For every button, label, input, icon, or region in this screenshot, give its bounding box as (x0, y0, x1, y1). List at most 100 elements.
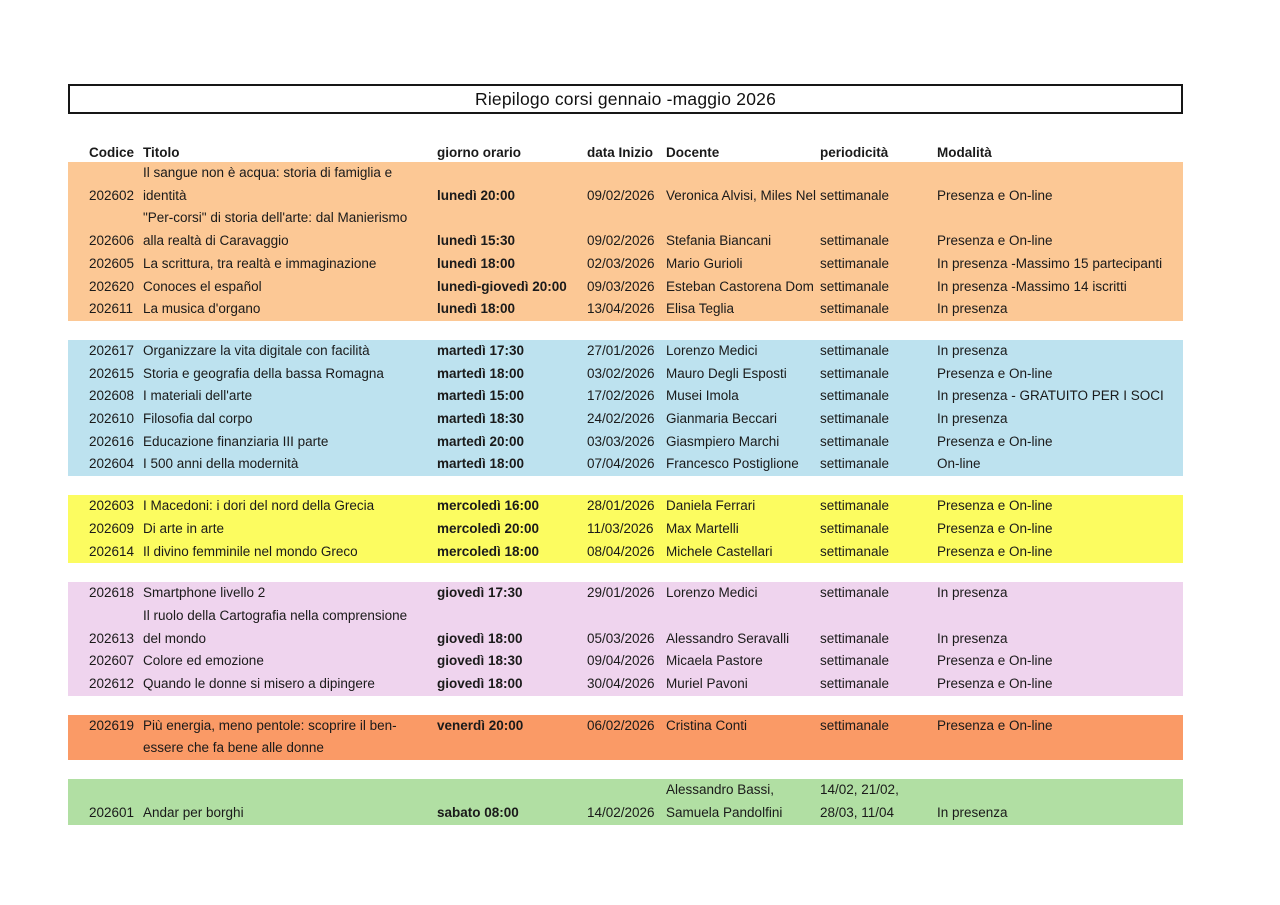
table-row: 202619 Più energia, meno pentole: scoprir… (68, 715, 1183, 738)
cell-data: 03/03/2026 (587, 433, 655, 449)
cell-modalita: Presenza e On-line (937, 365, 1053, 381)
cell-data (587, 605, 666, 628)
table-row: 202615 Storia e geografia della bassa Rom… (68, 363, 1183, 386)
cell-data: 24/02/2026 (587, 411, 655, 427)
table-row: 202618 Smartphone livello 2 giovedì 17:30 2… (68, 582, 1183, 605)
cell-periodicita: settimanale (820, 388, 890, 404)
cell-giorno: mercoledì 18:00 (437, 543, 540, 559)
cell-modalita: In presenza (937, 342, 1008, 358)
cell-modalita: Presenza e On-line (937, 717, 1053, 733)
cell-titolo: identità (143, 187, 187, 203)
cell-data: 27/01/2026 (587, 342, 655, 358)
table-row: Il sangue non è acqua: storia di famigli… (68, 162, 1183, 185)
cell-modalita (937, 779, 1183, 802)
cell-giorno: lunedì 15:30 (437, 233, 516, 249)
table-row: 202612 Quando le donne si misero a diping… (68, 673, 1183, 696)
cell-modalita: In presenza (937, 301, 1008, 317)
table-row: 202613 del mondo giovedì 18:00 05/03/2026 Al… (68, 628, 1183, 651)
cell-data (587, 162, 666, 185)
cell-titolo: "Per-corsi" di storia dell'arte: dal Man… (143, 210, 408, 226)
cell-modalita (937, 605, 1183, 628)
cell-giorno (437, 207, 587, 230)
cell-giorno: lunedì-giovedì 20:00 (437, 278, 567, 294)
cell-periodicita (820, 605, 937, 628)
cell-periodicita: settimanale (820, 342, 890, 358)
cell-codice: 202608 (89, 388, 135, 404)
cell-modalita: Presenza e On-line (937, 676, 1053, 692)
cell-periodicita: settimanale (820, 433, 890, 449)
cell-periodicita: settimanale (820, 717, 890, 733)
cell-codice: 202604 (89, 456, 135, 472)
cell-modalita: In presenza (937, 585, 1008, 601)
cell-codice: 202610 (89, 411, 135, 427)
cell-docente (666, 162, 820, 185)
cell-giorno: martedì 18:00 (437, 456, 525, 472)
table-row: Il ruolo della Cartografia nella compren… (68, 605, 1183, 628)
cell-periodicita (820, 737, 937, 760)
cell-data: 11/03/2026 (587, 520, 654, 536)
cell-titolo (143, 779, 437, 802)
cell-titolo: Il divino femminile nel mondo Greco (143, 543, 358, 559)
cell-codice (68, 737, 143, 760)
table-row: 202620 Conoces el español lunedì-giovedì 2… (68, 276, 1183, 299)
cell-titolo: Il ruolo della Cartografia nella compren… (143, 607, 408, 623)
cell-docente: Max Martelli (666, 520, 739, 536)
cell-titolo: Di arte in arte (143, 520, 225, 536)
cell-giorno: martedì 17:30 (437, 342, 525, 358)
cell-data: 30/04/2026 (587, 676, 655, 692)
table-row: 202611 La musica d'organo lunedì 18:00 13/0… (68, 298, 1183, 321)
cell-codice: 202612 (89, 676, 135, 692)
cell-data: 09/03/2026 (587, 278, 655, 294)
cell-codice: 202615 (89, 365, 135, 381)
cell-codice: 202611 (89, 301, 134, 317)
cell-giorno: mercoledì 20:00 (437, 520, 540, 536)
cell-periodicita: settimanale (820, 301, 890, 317)
table-row: 202607 Colore ed emozione giovedì 18:30 09/… (68, 650, 1183, 673)
cell-titolo: Storia e geografia della bassa Romagna (143, 365, 384, 381)
column-header-codice: Codice (89, 145, 135, 160)
column-header-data-inizio: data Inizio (587, 145, 654, 160)
cell-periodicita: 14/02, 21/02, (820, 782, 899, 798)
cell-codice (68, 162, 143, 185)
cell-codice: 202609 (89, 520, 135, 536)
table-row: 202614 Il divino femminile nel mondo Grec… (68, 541, 1183, 564)
cell-giorno (437, 605, 587, 628)
cell-titolo: Smartphone livello 2 (143, 585, 266, 601)
cell-titolo: I materiali dell'arte (143, 388, 253, 404)
cell-periodicita: settimanale (820, 543, 890, 559)
cell-docente: Veronica Alvisi, Miles Nel (666, 187, 817, 203)
cell-docente (666, 737, 820, 760)
cell-periodicita: settimanale (820, 187, 890, 203)
course-group-sabato: Alessandro Bassi, 14/02, 21/02, 202601 Anda… (68, 779, 1183, 825)
cell-giorno: mercoledì 16:00 (437, 498, 540, 514)
cell-data: 09/02/2026 (587, 187, 655, 203)
cell-data: 28/01/2026 (587, 498, 655, 514)
cell-data: 07/04/2026 (587, 456, 655, 472)
cell-docente: Giasmpiero Marchi (666, 433, 780, 449)
cell-docente: Mario Gurioli (666, 255, 743, 271)
cell-periodicita: 28/03, 11/04 (820, 804, 895, 820)
cell-giorno: giovedì 18:00 (437, 676, 523, 692)
table-row: 202601 Andar per borghi sabato 08:00 14/02/… (68, 802, 1183, 825)
cell-titolo: La musica d'organo (143, 301, 261, 317)
table-row: Alessandro Bassi, 14/02, 21/02, (68, 779, 1183, 802)
cell-titolo: Il sangue non è acqua: storia di famigli… (143, 165, 393, 180)
table-row: 202609 Di arte in arte mercoledì 20:00 11/0… (68, 518, 1183, 541)
table-row: 202604 I 500 anni della modernità martedì … (68, 453, 1183, 476)
cell-modalita: In presenza (937, 804, 1008, 820)
cell-docente: Francesco Postiglione (666, 456, 799, 472)
cell-modalita: Presenza e On-line (937, 543, 1053, 559)
cell-periodicita: settimanale (820, 653, 890, 669)
cell-codice: 202613 (89, 630, 135, 646)
cell-giorno: lunedì 20:00 (437, 187, 516, 203)
course-group-lunedi: Il sangue non è acqua: storia di famigli… (68, 162, 1183, 321)
column-header-giorno-orario: giorno orario (437, 145, 521, 160)
cell-docente: Alessandro Bassi, (666, 782, 775, 798)
table-row: essere che fa bene alle donne (68, 737, 1183, 760)
cell-data: 17/02/2026 (587, 388, 655, 404)
cell-docente: Elisa Teglia (666, 301, 735, 317)
cell-data: 05/03/2026 (587, 630, 655, 646)
cell-codice: 202618 (89, 585, 135, 601)
cell-data: 14/02/2026 (587, 804, 655, 820)
cell-giorno: giovedì 18:30 (437, 653, 523, 669)
